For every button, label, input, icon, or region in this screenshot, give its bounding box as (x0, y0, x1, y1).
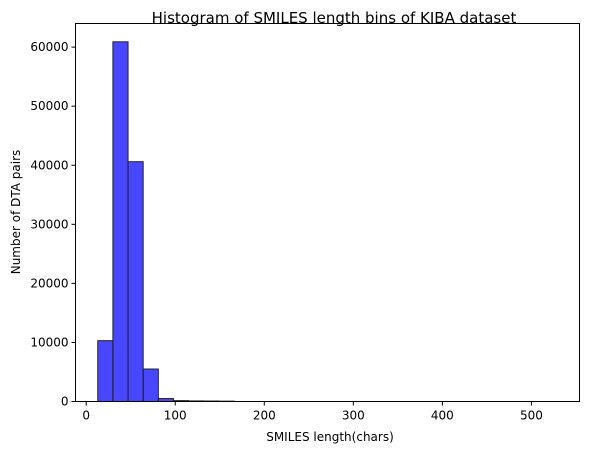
x-tick-label: 500 (520, 409, 543, 423)
x-axis-ticks: 0 100 200 300 400 500 (82, 401, 543, 423)
y-tick-label: 50000 (30, 99, 68, 113)
plot-area-frame (75, 23, 580, 402)
y-tick-label: 0 (61, 395, 69, 409)
histogram-bars (97, 41, 235, 403)
x-tick-label: 300 (342, 409, 365, 423)
histogram-bar (127, 161, 144, 402)
x-axis-label: SMILES length(chars) (266, 430, 394, 444)
y-tick-label: 60000 (30, 40, 68, 54)
y-tick-label: 40000 (30, 158, 68, 172)
y-tick-label: 20000 (30, 276, 68, 290)
y-axis-label: Number of DTA pairs (9, 150, 23, 275)
histogram-bar (112, 41, 129, 402)
histogram-bar (142, 368, 159, 402)
chart-title: Histogram of SMILES length bins of KIBA … (152, 9, 517, 27)
y-tick-label: 30000 (30, 217, 68, 231)
x-tick-label: 100 (164, 409, 187, 423)
x-tick-label: 200 (253, 409, 276, 423)
histogram-bar (97, 340, 114, 402)
y-tick-label: 10000 (30, 335, 68, 349)
y-axis-ticks: 0 10000 20000 30000 40000 50000 60000 (30, 40, 76, 409)
x-tick-label: 0 (82, 409, 90, 423)
x-tick-label: 400 (431, 409, 454, 423)
